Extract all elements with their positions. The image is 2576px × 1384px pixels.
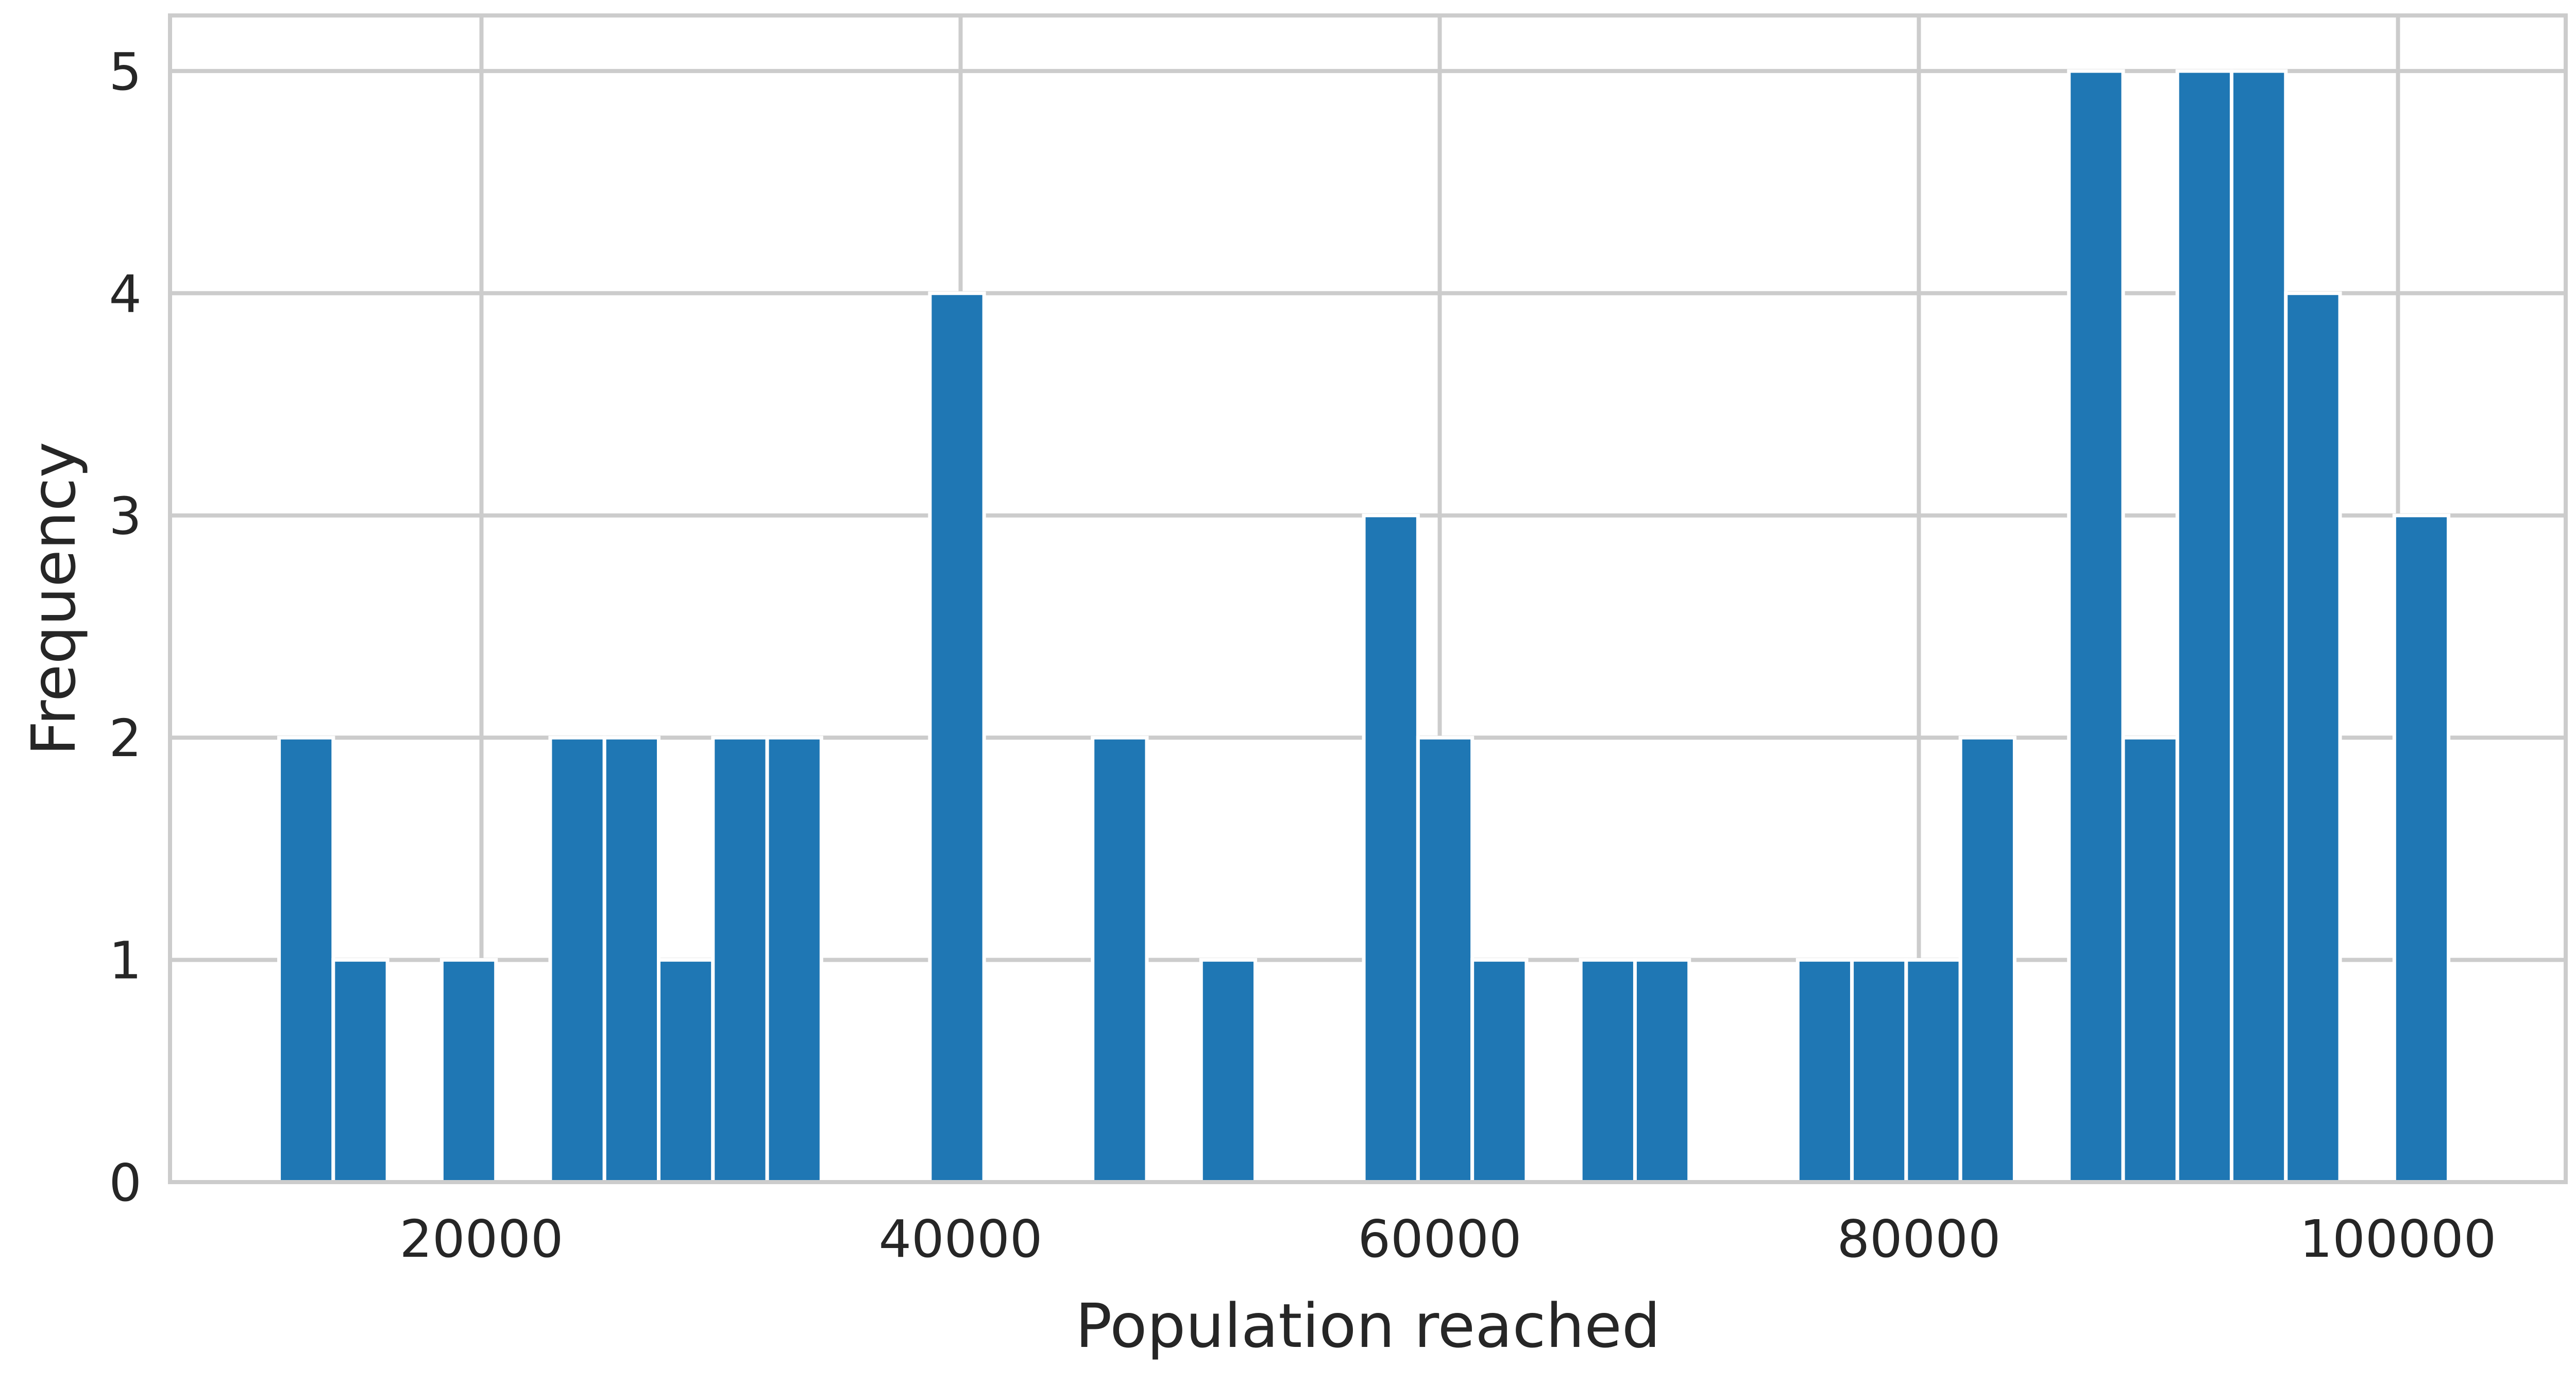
histogram-bar [1091,736,1149,1184]
x-tick-labels: 20000 40000 60000 80000 100000 [399,1209,2496,1269]
histogram-bar [277,736,335,1184]
histogram-bar [711,736,769,1184]
histogram-bar [548,736,606,1184]
y-tick-label: 0 [109,1153,142,1213]
histogram-bar [1633,958,1691,1184]
histogram-bar [2175,69,2234,1184]
histogram-bar [657,958,715,1184]
histogram-bar [331,958,389,1184]
histogram-bar [1958,736,2016,1184]
histogram-bar [1795,958,1854,1184]
histogram-bar [765,736,823,1184]
x-axis-label: Population reached [1075,1290,1660,1361]
histogram-bar [1904,958,1962,1184]
histogram-bar [439,958,498,1184]
y-tick-label: 1 [109,931,142,991]
histogram-bar [2121,736,2179,1184]
histogram-bar [1416,736,1475,1184]
y-tick-label: 3 [109,486,142,546]
y-tick-labels: 0 1 2 3 4 5 [109,42,142,1213]
histogram-bar [928,291,986,1184]
histogram-bar [2284,291,2342,1184]
x-tick-label: 80000 [1837,1209,2001,1269]
plot-frame [168,13,2568,1184]
y-tick-label: 5 [109,42,142,102]
x-tick-label: 60000 [1358,1209,1521,1269]
y-axis-label: Frequency [18,442,89,756]
histogram-bar [1470,958,1529,1184]
histogram-bar [2392,514,2451,1184]
histogram-bar [1199,958,1258,1184]
y-tick-label: 2 [109,708,142,768]
histogram-bar [2230,69,2288,1184]
histogram-bar [1850,958,1908,1184]
x-tick-label: 40000 [878,1209,1042,1269]
histogram-bar [602,736,661,1184]
histogram-bar [1362,514,1420,1184]
x-tick-label: 100000 [2300,1209,2497,1269]
histogram-bar [2067,69,2125,1184]
bars [277,69,2451,1184]
y-tick-label: 4 [109,264,142,324]
x-tick-label: 20000 [399,1209,563,1269]
histogram-bar [1579,958,1637,1184]
